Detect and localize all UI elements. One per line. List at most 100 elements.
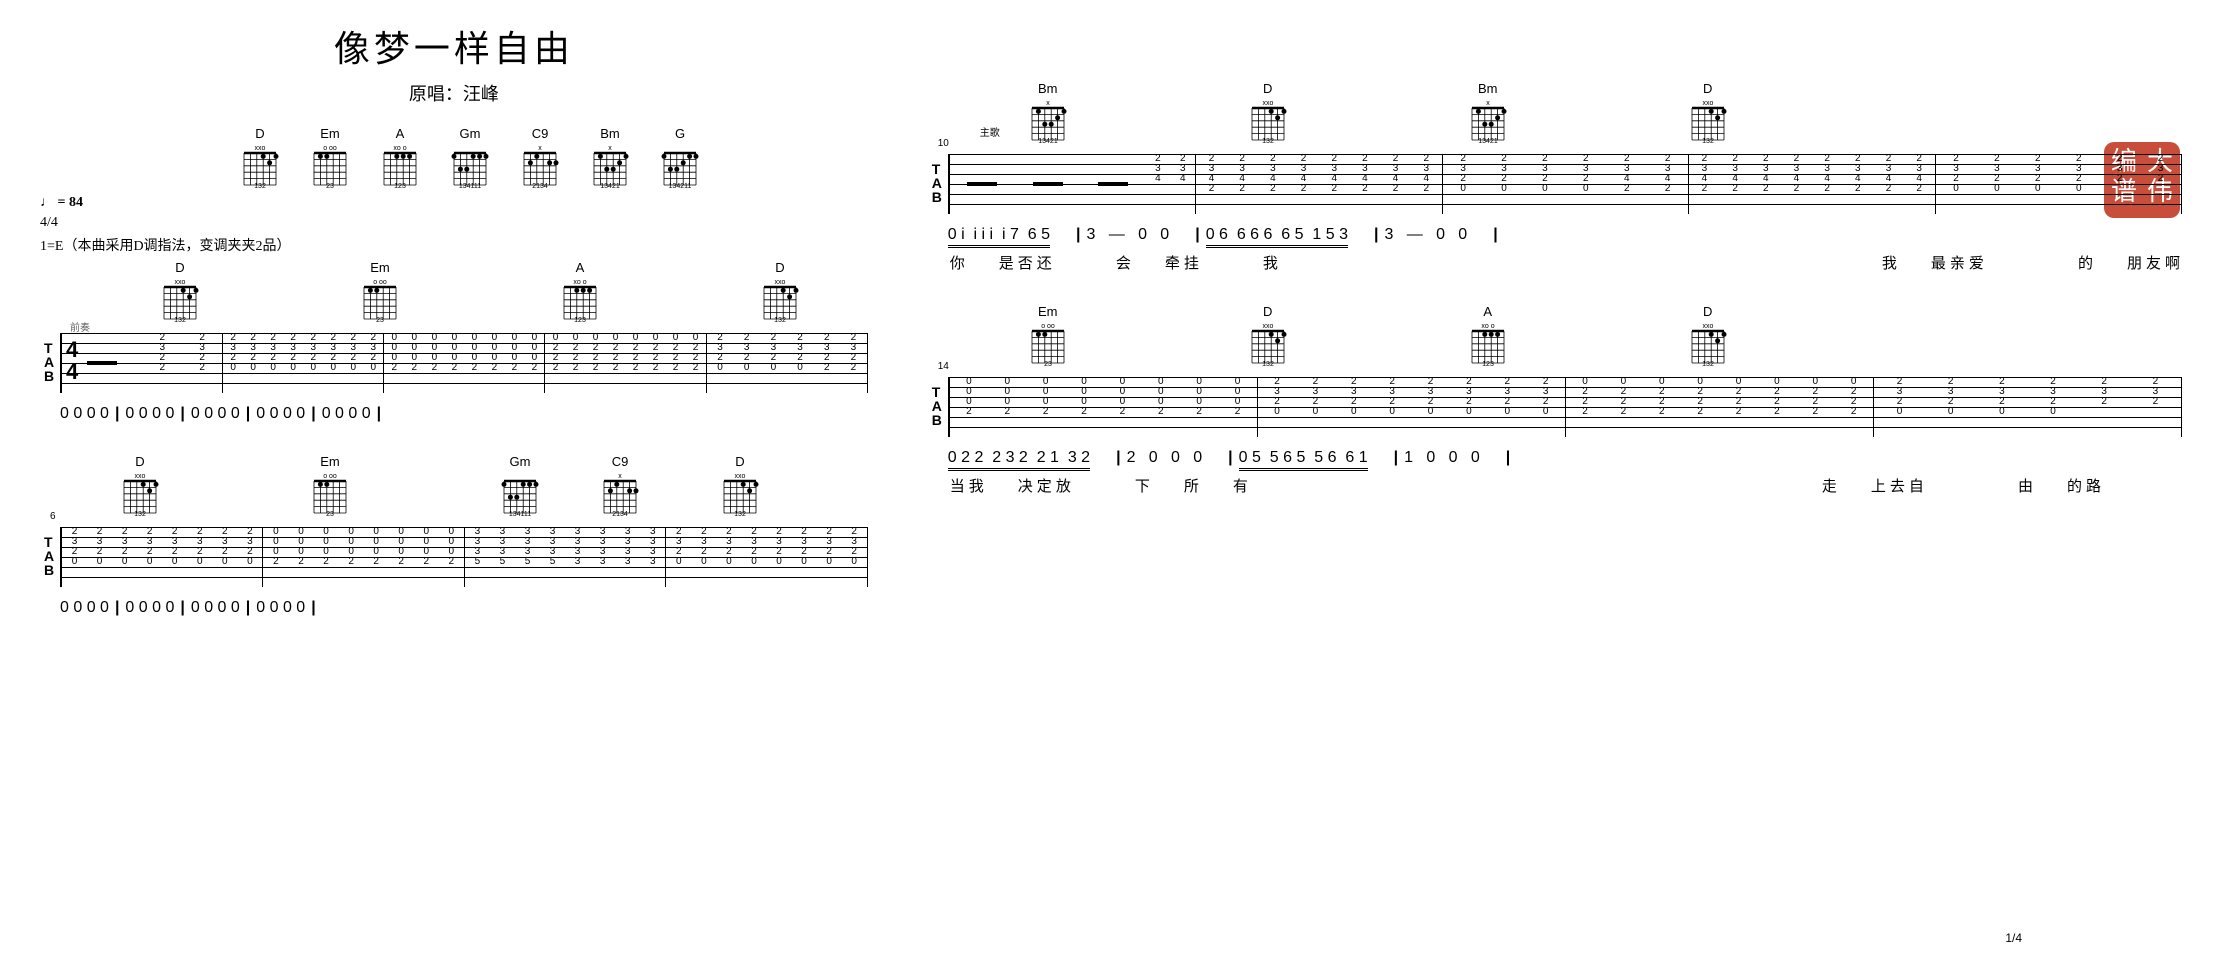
svg-text:132: 132 bbox=[134, 511, 146, 517]
svg-text:xxo: xxo bbox=[175, 279, 186, 286]
tab-beat: 0002 bbox=[1196, 377, 1202, 437]
tab-beat: 0222 bbox=[1659, 377, 1665, 437]
chord-diagram-Bm: Bm x 13421 bbox=[1028, 81, 1068, 144]
svg-text:132: 132 bbox=[1262, 138, 1274, 144]
tab-measure: 00020002000200020002000200020002 bbox=[950, 377, 1258, 437]
tab-beat: 2320 bbox=[1504, 377, 1510, 437]
tab-beat: 2342 bbox=[1270, 154, 1276, 214]
tab-beat: 2320 bbox=[751, 527, 757, 587]
tab-beat: 2320 bbox=[1460, 154, 1466, 214]
tab-beat: 0002 bbox=[298, 527, 304, 587]
tab-beat: 0002 bbox=[1158, 377, 1164, 437]
tab-beat: 3335 bbox=[475, 527, 481, 587]
tab-beat: 2320 bbox=[1543, 377, 1549, 437]
tab-beat: 0002 bbox=[373, 527, 379, 587]
tab-beat: 0002 bbox=[1081, 377, 1087, 437]
tab-beat: 0222 bbox=[1774, 377, 1780, 437]
chord-diagram-A: A xo o 123 bbox=[560, 260, 600, 323]
chord-diagram-D: D xxo 132 bbox=[240, 126, 280, 189]
chord-diagram-A: A xo o 123 bbox=[1468, 304, 1508, 367]
tab-beat: 0222 bbox=[693, 333, 699, 393]
svg-text:xo o: xo o bbox=[1481, 323, 1494, 330]
tab-beat: 0222 bbox=[593, 333, 599, 393]
tab-beat: 2320 bbox=[797, 333, 803, 393]
tab-clef: TAB bbox=[932, 162, 942, 204]
tab-beat: 2320 bbox=[1999, 377, 2005, 437]
song-subtitle: 原唱：汪峰 bbox=[40, 80, 868, 106]
right-column: Bm x 13421 D xxo 132 Bm x 13421 D xxo 13 bbox=[928, 20, 2182, 647]
tab-beat: 0222 bbox=[613, 333, 619, 393]
tab-beat: 2322 bbox=[824, 333, 830, 393]
chord-diagram-C9: C9 x 2134 bbox=[600, 454, 640, 517]
tab-beat: 2320 bbox=[197, 527, 203, 587]
tab-beat: 0002 bbox=[323, 527, 329, 587]
tab-beat: 0002 bbox=[1120, 377, 1126, 437]
tab-beat: 2320 bbox=[97, 527, 103, 587]
tab-beat: 0002 bbox=[273, 527, 279, 587]
rest-mark bbox=[967, 182, 997, 186]
song-title: 像梦一样自由 bbox=[40, 20, 868, 72]
tab-beat: 0002 bbox=[472, 333, 478, 393]
chord-diagram-D: D xxo 132 bbox=[1248, 81, 1288, 144]
tab-beat: 2320 bbox=[247, 527, 253, 587]
tab-beat: 2320 bbox=[1994, 154, 2000, 214]
time-signature: 44 bbox=[66, 339, 78, 383]
tab-beat: 2342 bbox=[1886, 154, 1892, 214]
chord-diagram-Em: Em o oo 23 bbox=[310, 454, 350, 517]
jianpu-line: 0 0 0 0 | 0 0 0 0 | 0 0 0 0 | 0 0 0 0 | … bbox=[60, 405, 868, 423]
chord-strip: D xxo 132 Em o oo 23 Gm 134111 C9 x 2 bbox=[40, 453, 868, 523]
tab-beat: 2320 bbox=[290, 333, 296, 393]
chord-diagram-D: D xxo 132 bbox=[120, 454, 160, 517]
tab-beat: 2320 bbox=[776, 527, 782, 587]
svg-text:o oo: o oo bbox=[323, 473, 337, 480]
tab-beat: 2320 bbox=[2076, 154, 2082, 214]
left-systems-container: 前奏 D xxo 132 Em o oo 23 A xo o 123 D xxo bbox=[40, 259, 868, 617]
svg-text:132: 132 bbox=[734, 511, 746, 517]
tab-beat: 0222 bbox=[553, 333, 559, 393]
tab-beat: 2320 bbox=[330, 333, 336, 393]
tab-beat: 2320 bbox=[1897, 377, 1903, 437]
svg-text:123: 123 bbox=[1482, 361, 1494, 367]
tab-measure: 4423222322 bbox=[62, 333, 223, 393]
tab-beat: 2342 bbox=[1916, 154, 1922, 214]
tab-beat: 2320 bbox=[1953, 154, 1959, 214]
svg-text:x: x bbox=[1486, 100, 1490, 107]
tab-beat: 2342 bbox=[1423, 154, 1429, 214]
section-label: 主歌 bbox=[980, 124, 1000, 139]
chord-diagram-D: D xxo 132 bbox=[720, 454, 760, 517]
svg-text:23: 23 bbox=[326, 511, 334, 517]
svg-text:x: x bbox=[538, 145, 542, 152]
svg-text:132: 132 bbox=[254, 183, 266, 189]
chord-diagram-D: D xxo 132 bbox=[1688, 304, 1728, 367]
tab-beat: 0002 bbox=[392, 333, 398, 393]
tab-beat: 2320 bbox=[1501, 154, 1507, 214]
tab-beat: 0002 bbox=[512, 333, 518, 393]
tab-beat: 2320 bbox=[771, 333, 777, 393]
svg-text:xxo: xxo bbox=[1262, 323, 1273, 330]
svg-text:132: 132 bbox=[174, 317, 186, 323]
tab-beat: 232 bbox=[2101, 377, 2107, 437]
key-note: 1=E（本曲采用D调指法，变调夹夹2品） bbox=[40, 235, 868, 255]
tab-beat: 0222 bbox=[1697, 377, 1703, 437]
svg-text:2134: 2134 bbox=[612, 511, 628, 517]
svg-text:13421: 13421 bbox=[1478, 138, 1498, 144]
svg-text:xxo: xxo bbox=[1702, 100, 1713, 107]
svg-text:xxo: xxo bbox=[1702, 323, 1713, 330]
svg-text:23: 23 bbox=[1044, 361, 1052, 367]
tab-beat: 3333 bbox=[625, 527, 631, 587]
tab-beat: 2342 bbox=[1763, 154, 1769, 214]
tab-beat: 0002 bbox=[966, 377, 972, 437]
tab-beat: 0002 bbox=[492, 333, 498, 393]
jianpu-line: 0 0 0 0 | 0 0 0 0 | 0 0 0 0 | 0 0 0 0| bbox=[60, 599, 868, 617]
svg-text:23: 23 bbox=[376, 317, 384, 323]
svg-text:132: 132 bbox=[1702, 361, 1714, 367]
tab-beat: 3335 bbox=[525, 527, 531, 587]
tab-beat: 2342 bbox=[1855, 154, 1861, 214]
tab-beat: 2320 bbox=[1428, 377, 1434, 437]
svg-text:134111: 134111 bbox=[459, 183, 481, 189]
tab-measure: 02220222022202220222022202220222 bbox=[1566, 377, 1874, 437]
tab-beat: 2322 bbox=[199, 333, 205, 393]
tab-beat: 2342 bbox=[1732, 154, 1738, 214]
tab-measure: 2320232023202320232232 bbox=[1936, 154, 2182, 214]
svg-text:134211: 134211 bbox=[669, 183, 692, 189]
